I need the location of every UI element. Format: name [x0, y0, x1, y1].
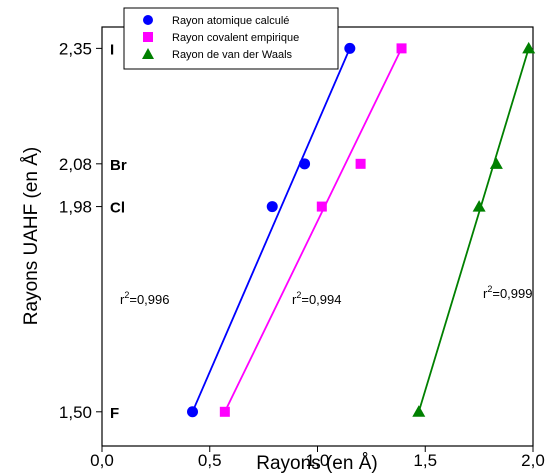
- fit-line: [224, 47, 403, 413]
- legend-label: Rayon atomique calculé: [172, 15, 289, 27]
- fit-lines: [191, 47, 530, 413]
- legend-box: [123, 7, 339, 70]
- data-markers: [187, 41, 536, 418]
- data-point-square: [316, 201, 327, 212]
- element-label: F: [110, 405, 119, 422]
- legend-marker-square: [143, 32, 153, 42]
- data-point-circle: [266, 201, 278, 213]
- legend-label: Rayon de van der Waals: [172, 49, 293, 61]
- x-axis: 0,0 0,5 1,0 1,5 2,0: [90, 446, 545, 470]
- y-axis: 1,50 1,98 2,08 2,35: [59, 39, 102, 422]
- x-tick-label: 1,0: [306, 451, 330, 470]
- y-tick-label: 1,98: [59, 198, 92, 217]
- y-tick-label: 1,50: [59, 403, 92, 422]
- element-labels: I Br Cl F: [110, 41, 127, 421]
- data-point-triangle: [412, 405, 426, 417]
- r2-label: r2=0,996: [120, 290, 169, 307]
- element-label: Br: [110, 157, 127, 174]
- fit-line: [417, 48, 530, 413]
- legend: Rayon atomique calculé Rayon covalent emp…: [123, 7, 339, 70]
- data-point-circle: [187, 406, 199, 418]
- plot-frame: [101, 26, 534, 447]
- data-point-square: [396, 43, 407, 54]
- data-point-square: [355, 158, 366, 169]
- x-tick-label: 1,5: [413, 451, 437, 470]
- data-point-square: [219, 406, 230, 417]
- r2-label: r2=0,999: [483, 284, 532, 301]
- legend-label: Rayon covalent empirique: [172, 32, 299, 44]
- y-tick-label: 2,08: [59, 155, 92, 174]
- x-tick-label: 0,0: [90, 451, 114, 470]
- y-axis-title: Rayons UAHF (en Å): [21, 147, 42, 325]
- data-point-triangle: [522, 41, 536, 54]
- fit-line: [191, 48, 351, 413]
- element-label: Cl: [110, 200, 125, 217]
- x-tick-label: 0,5: [198, 451, 222, 470]
- r2-label: r2=0,994: [292, 290, 341, 307]
- legend-marker-triangle: [142, 48, 154, 59]
- y-tick-label: 2,35: [59, 39, 92, 58]
- legend-marker-circle: [143, 15, 153, 25]
- x-axis-title: Rayons (en Å): [256, 453, 377, 473]
- data-point-circle: [299, 158, 311, 170]
- element-label: I: [110, 41, 114, 58]
- data-point-circle: [344, 42, 356, 54]
- data-point-triangle: [489, 157, 503, 169]
- data-point-triangle: [472, 200, 486, 212]
- r2-labels: r2=0,996 r2=0,994 r2=0,999: [120, 284, 532, 307]
- x-tick-label: 2,0: [521, 451, 545, 470]
